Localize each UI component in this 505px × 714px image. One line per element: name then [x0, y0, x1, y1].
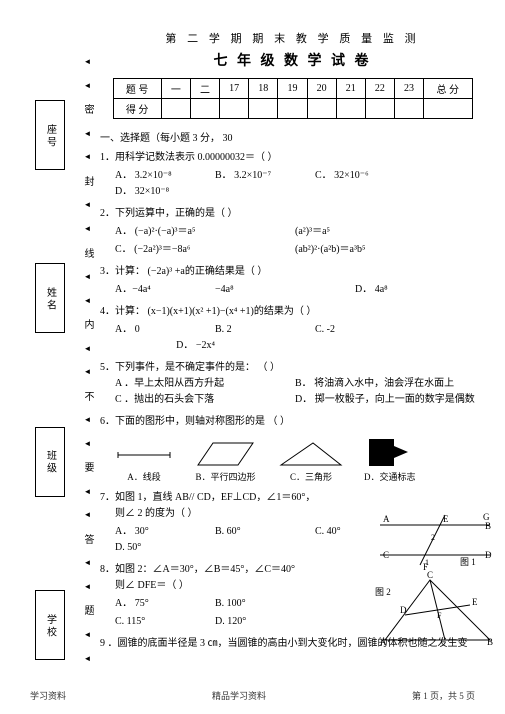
- svg-text:A: A: [383, 514, 390, 524]
- shape-triangle: C．三角形: [278, 440, 344, 484]
- geometry-figures: A E G B 2 1 C F D 图 1 C A B D E F 图 2: [375, 510, 495, 650]
- svg-text:图 1: 图 1: [460, 557, 476, 567]
- seat-box: 座 号: [35, 100, 65, 170]
- svg-text:C: C: [427, 570, 433, 580]
- section-heading: 一、选择题（每小题 3 分， 30: [100, 129, 485, 144]
- class-box: 班 级: [35, 427, 65, 497]
- svg-text:C: C: [383, 550, 389, 560]
- header: 第 二 学 期 期 末 教 学 质 量 监 测 七 年 级 数 学 试 卷: [100, 30, 485, 70]
- score-table: 题 号 一 二 17 18 19 20 21 22 23 总 分 得 分: [113, 78, 473, 119]
- subtitle: 第 二 学 期 期 末 教 学 质 量 监 测: [100, 30, 485, 46]
- footer-left: 学习资料: [30, 689, 66, 702]
- question-4: 4．计算： (x−1)(x+1)(x² +1)−(x⁴ +1)的结果为（ ） A…: [100, 304, 485, 354]
- svg-text:B: B: [485, 521, 491, 531]
- shape-line: A．线段: [115, 440, 173, 484]
- svg-text:D: D: [485, 550, 492, 560]
- svg-text:E: E: [443, 514, 449, 524]
- shape-parallelogram: B．平行四边形: [193, 440, 258, 484]
- school-box: 学 校: [35, 590, 65, 660]
- svg-text:2: 2: [431, 533, 435, 542]
- question-6: 6．下面的图形中，则轴对称图形的是 （ ） A．线段 B．平行四边形 C．三角形…: [100, 414, 485, 484]
- question-5: 5．下列事件，是不确定事件的是： （ ） A ．早上太阳从西方升起B． 将油滴入…: [100, 360, 485, 408]
- svg-text:A: A: [380, 637, 387, 647]
- page-title: 七 年 级 数 学 试 卷: [100, 50, 485, 70]
- question-2: 2．下列运算中，正确的是（ ） A． (−a)²·(−a)³＝a⁵ (a²)³＝…: [100, 206, 485, 258]
- footer-center: 精品学习资料: [212, 689, 266, 702]
- svg-text:F: F: [437, 611, 442, 620]
- binding-line: ◄ ◄ 密 ◄ ◄ 封 ◄ ◄ 线 ◄ ◄ 内 ◄ ◄ 不 ◄ ◄ 要 ◄ ◄ …: [80, 50, 95, 670]
- side-label-boxes: 座 号 姓 名 班 级 学 校: [35, 100, 65, 660]
- shape-sign: D．交通标志: [364, 436, 416, 484]
- question-1: 1．用科学记数法表示 0.00000032＝（ ） A． 3.2×10⁻⁸ B．…: [100, 150, 485, 200]
- page-footer: 学习资料 精品学习资料 第 1 页，共 5 页: [0, 689, 505, 702]
- svg-text:图 2: 图 2: [375, 587, 391, 597]
- question-3: 3．计算： (−2a)³ +a的正确结果是（ ） A．−4a⁴ −4a⁸ D． …: [100, 264, 485, 298]
- footer-right: 第 1 页，共 5 页: [412, 689, 475, 702]
- svg-text:B: B: [487, 637, 493, 647]
- name-box: 姓 名: [35, 263, 65, 333]
- table-row: 题 号 一 二 17 18 19 20 21 22 23 总 分: [113, 79, 472, 99]
- svg-text:E: E: [472, 597, 478, 607]
- svg-text:D: D: [400, 605, 407, 615]
- table-row: 得 分: [113, 99, 472, 119]
